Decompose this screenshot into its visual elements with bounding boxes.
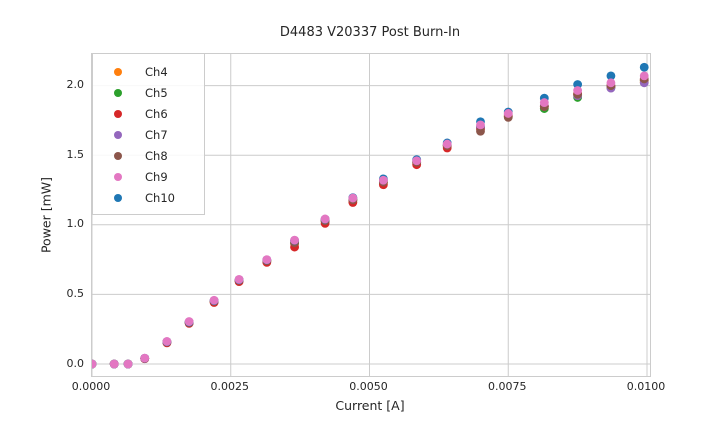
legend-item-ch7: Ch7: [93, 124, 204, 145]
legend-item-ch6: Ch6: [93, 103, 204, 124]
data-point-ch9: [209, 295, 219, 305]
legend-label: Ch10: [145, 190, 175, 205]
legend-marker-icon: [114, 151, 122, 160]
data-point-ch10: [606, 71, 616, 81]
legend-label: Ch8: [145, 148, 168, 163]
data-point-ch9: [503, 109, 513, 118]
data-point-ch9: [476, 120, 485, 130]
x-tick-label-0.0025: 0.0025: [210, 380, 250, 393]
data-point-ch9: [348, 193, 358, 203]
plot-area: Ch4 Ch5 Ch6 Ch7 Ch8 Ch9 Ch10: [91, 53, 651, 377]
data-point-ch9: [162, 337, 172, 346]
data-point-ch9: [539, 98, 549, 107]
data-point-ch9: [184, 317, 194, 326]
x-tick-label-0.0000: 0.0000: [71, 380, 111, 393]
legend-label: Ch6: [145, 106, 168, 121]
legend-item-ch5: Ch5: [93, 82, 204, 103]
data-point-ch9: [234, 274, 244, 284]
legend-label: Ch4: [145, 64, 168, 79]
legend-label: Ch5: [145, 85, 168, 100]
data-point-ch9: [573, 86, 583, 95]
y-tick-label-0.5: 0.5: [66, 286, 85, 300]
x-axis-label: Current [A]: [335, 398, 405, 413]
legend-label: Ch9: [145, 169, 168, 184]
x-tick-label-0.0050: 0.0050: [349, 380, 388, 393]
legend-item-ch4: Ch4: [93, 61, 204, 82]
y-tick-label-2.0: 2.0: [66, 78, 85, 92]
data-point-ch9: [639, 71, 649, 81]
legend-box: Ch4 Ch5 Ch6 Ch7 Ch8 Ch9 Ch10: [92, 53, 205, 215]
legend-marker-icon: [114, 130, 122, 139]
legend-item-ch8: Ch8: [93, 145, 204, 166]
data-point-ch9: [442, 139, 452, 149]
data-point-ch9: [290, 235, 299, 245]
x-tick-label-0.0075: 0.0075: [488, 380, 527, 393]
legend-item-ch9: Ch9: [93, 166, 204, 187]
data-point-ch9: [92, 359, 97, 369]
data-point-ch9: [378, 175, 388, 185]
legend-marker-icon: [114, 109, 122, 118]
series-ch9: [92, 71, 649, 369]
legend-label: Ch7: [145, 127, 168, 142]
data-point-ch9: [412, 156, 422, 166]
chart-title: D4483 V20337 Post Burn-In: [279, 25, 461, 40]
y-tick-label-1.5: 1.5: [66, 147, 85, 161]
legend-marker-icon: [114, 88, 122, 97]
legend-item-ch10: Ch10: [93, 187, 204, 208]
data-point-ch8: [476, 126, 485, 136]
y-tick-label-0.0: 0.0: [66, 356, 85, 370]
data-point-ch9: [109, 359, 119, 369]
legend-marker-icon: [114, 67, 122, 76]
data-point-ch9: [320, 214, 330, 224]
data-point-ch9: [123, 359, 133, 369]
x-tick-label-0.0100: 0.0100: [626, 380, 666, 393]
scatter-plot-canvas: [92, 54, 650, 376]
y-axis-label-text: Power [mW]: [38, 176, 54, 254]
y-tick-label-1.0: 1.0: [66, 217, 85, 231]
data-point-ch9: [140, 353, 150, 363]
data-point-ch9: [606, 78, 616, 88]
legend-marker-icon: [114, 193, 122, 202]
data-point-ch10: [639, 62, 649, 72]
legend-marker-icon: [114, 172, 122, 181]
data-point-ch9: [262, 255, 272, 265]
